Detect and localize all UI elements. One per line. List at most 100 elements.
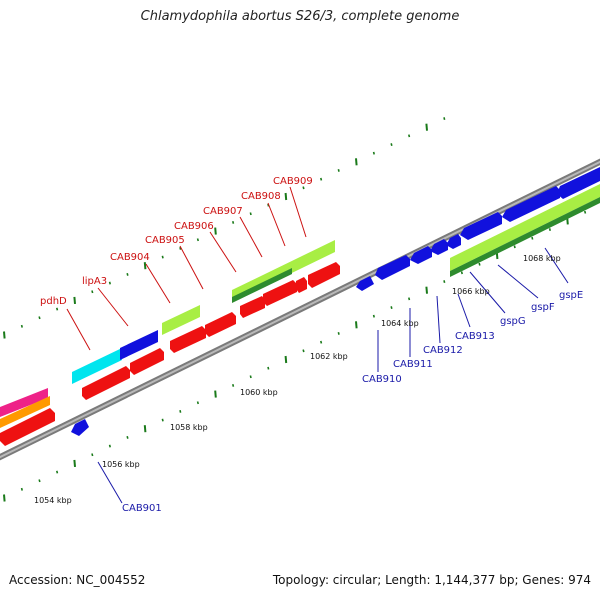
gene-CAB906: [240, 296, 265, 318]
feature-lime-bar-right: [450, 184, 600, 271]
minor-tick: [232, 384, 235, 387]
gene-CAB907: [263, 280, 297, 306]
gene-CAB910: [356, 276, 374, 291]
major-tick: [355, 158, 358, 166]
minor-tick: [161, 255, 164, 259]
gene-CAB908: [296, 277, 307, 293]
minor-tick: [196, 238, 199, 242]
scale-label-1056: 1056 kbp: [102, 460, 140, 469]
map-title: Chlamydophila abortus S26/3, complete ge…: [140, 9, 460, 24]
minor-tick: [443, 117, 446, 120]
feature-green-bar-mid: [232, 268, 292, 303]
reverse-leader-lines: [97, 247, 569, 504]
gene-CAB909: [308, 262, 340, 288]
reverse-gene-near-cyan: [120, 330, 158, 360]
minor-tick: [126, 273, 129, 276]
backbone-outer: [0, 158, 600, 461]
label-CAB907: CAB907: [203, 206, 243, 217]
major-tick: [73, 296, 76, 304]
gene-lipA3: [130, 348, 164, 375]
backbone-highlight: [0, 160, 600, 459]
minor-tick: [249, 212, 252, 216]
minor-tick: [337, 169, 340, 172]
minor-tick: [38, 316, 41, 320]
minor-tick: [408, 297, 411, 301]
minor-tick: [302, 186, 305, 190]
minor-tick: [126, 436, 129, 439]
gene-CAB913: [430, 239, 448, 255]
major-tick: [143, 425, 147, 433]
minor-tick: [20, 487, 23, 491]
scale-label-1068: 1068 kbp: [523, 254, 561, 263]
scale-label-1058: 1058 kbp: [170, 423, 208, 432]
minor-tick: [38, 479, 41, 483]
minor-tick: [56, 470, 59, 474]
minor-tick: [108, 444, 111, 448]
tick-marks: [3, 117, 587, 502]
minor-tick: [179, 410, 182, 413]
minor-tick: [320, 177, 323, 181]
minor-tick: [179, 247, 182, 250]
minor-tick: [390, 306, 393, 309]
minor-tick: [408, 134, 411, 138]
gene-left-edge: [0, 408, 55, 446]
label-CAB901: CAB901: [122, 503, 162, 514]
label-CAB911: CAB911: [393, 359, 433, 370]
scale-label-1060: 1060 kbp: [240, 388, 278, 397]
minor-tick: [249, 375, 252, 379]
minor-tick: [337, 332, 340, 335]
minor-tick: [320, 340, 323, 344]
minor-tick: [267, 366, 270, 370]
feature-lime-bar-small: [162, 305, 200, 335]
forward-genes: [0, 262, 340, 446]
gene-CAB911: [375, 255, 410, 280]
minor-tick: [232, 221, 235, 224]
minor-tick: [20, 324, 23, 328]
label-CAB906: CAB906: [174, 221, 214, 232]
scale-label-1062: 1062 kbp: [310, 352, 348, 361]
label-CAB913: CAB913: [455, 331, 495, 342]
label-CAB912: CAB912: [423, 345, 463, 356]
minor-tick: [91, 453, 94, 457]
label-CAB910: CAB910: [362, 374, 402, 385]
major-tick: [143, 262, 147, 270]
label-lipA3: lipA3: [82, 276, 107, 287]
major-tick: [425, 286, 428, 294]
gene-right-edge: [557, 167, 600, 199]
scale-label-1054: 1054 kbp: [34, 496, 72, 505]
genome-summary: Topology: circular; Length: 1,144,377 bp…: [272, 573, 591, 587]
minor-tick: [513, 245, 516, 249]
gene-CAB904: [170, 326, 206, 353]
minor-tick: [460, 271, 463, 275]
reverse-genes: [71, 167, 600, 436]
label-CAB905: CAB905: [145, 235, 185, 246]
gene-pdhD: [82, 366, 130, 400]
feature-pink-bar: [0, 388, 48, 417]
minor-tick: [531, 236, 534, 240]
scale-label-1064: 1064 kbp: [381, 319, 419, 328]
label-gspG: gspG: [500, 316, 526, 327]
forward-gene-labels: pdhD lipA3 CAB904 CAB905 CAB906 CAB907 C…: [40, 176, 313, 307]
minor-tick: [91, 290, 94, 294]
minor-tick: [196, 401, 199, 405]
scale-label-1066: 1066 kbp: [452, 287, 490, 296]
reverse-gene-labels: CAB901 CAB910 CAB911 CAB912 CAB913 gspG …: [122, 290, 583, 514]
minor-tick: [478, 262, 481, 266]
feature-orange-bar: [0, 396, 50, 428]
major-tick: [425, 123, 428, 131]
major-tick: [73, 459, 76, 467]
gene-CAB912: [410, 246, 432, 264]
minor-tick: [108, 281, 111, 285]
feature-cyan-bar: [72, 348, 122, 384]
major-tick: [284, 192, 288, 201]
major-tick: [3, 494, 6, 502]
feature-bars: [0, 184, 600, 428]
major-tick: [3, 331, 6, 339]
label-CAB909: CAB909: [273, 176, 313, 187]
minor-tick: [372, 314, 375, 318]
forward-leader-lines: [66, 186, 307, 351]
major-tick: [214, 227, 217, 235]
label-gspF: gspF: [531, 302, 555, 313]
